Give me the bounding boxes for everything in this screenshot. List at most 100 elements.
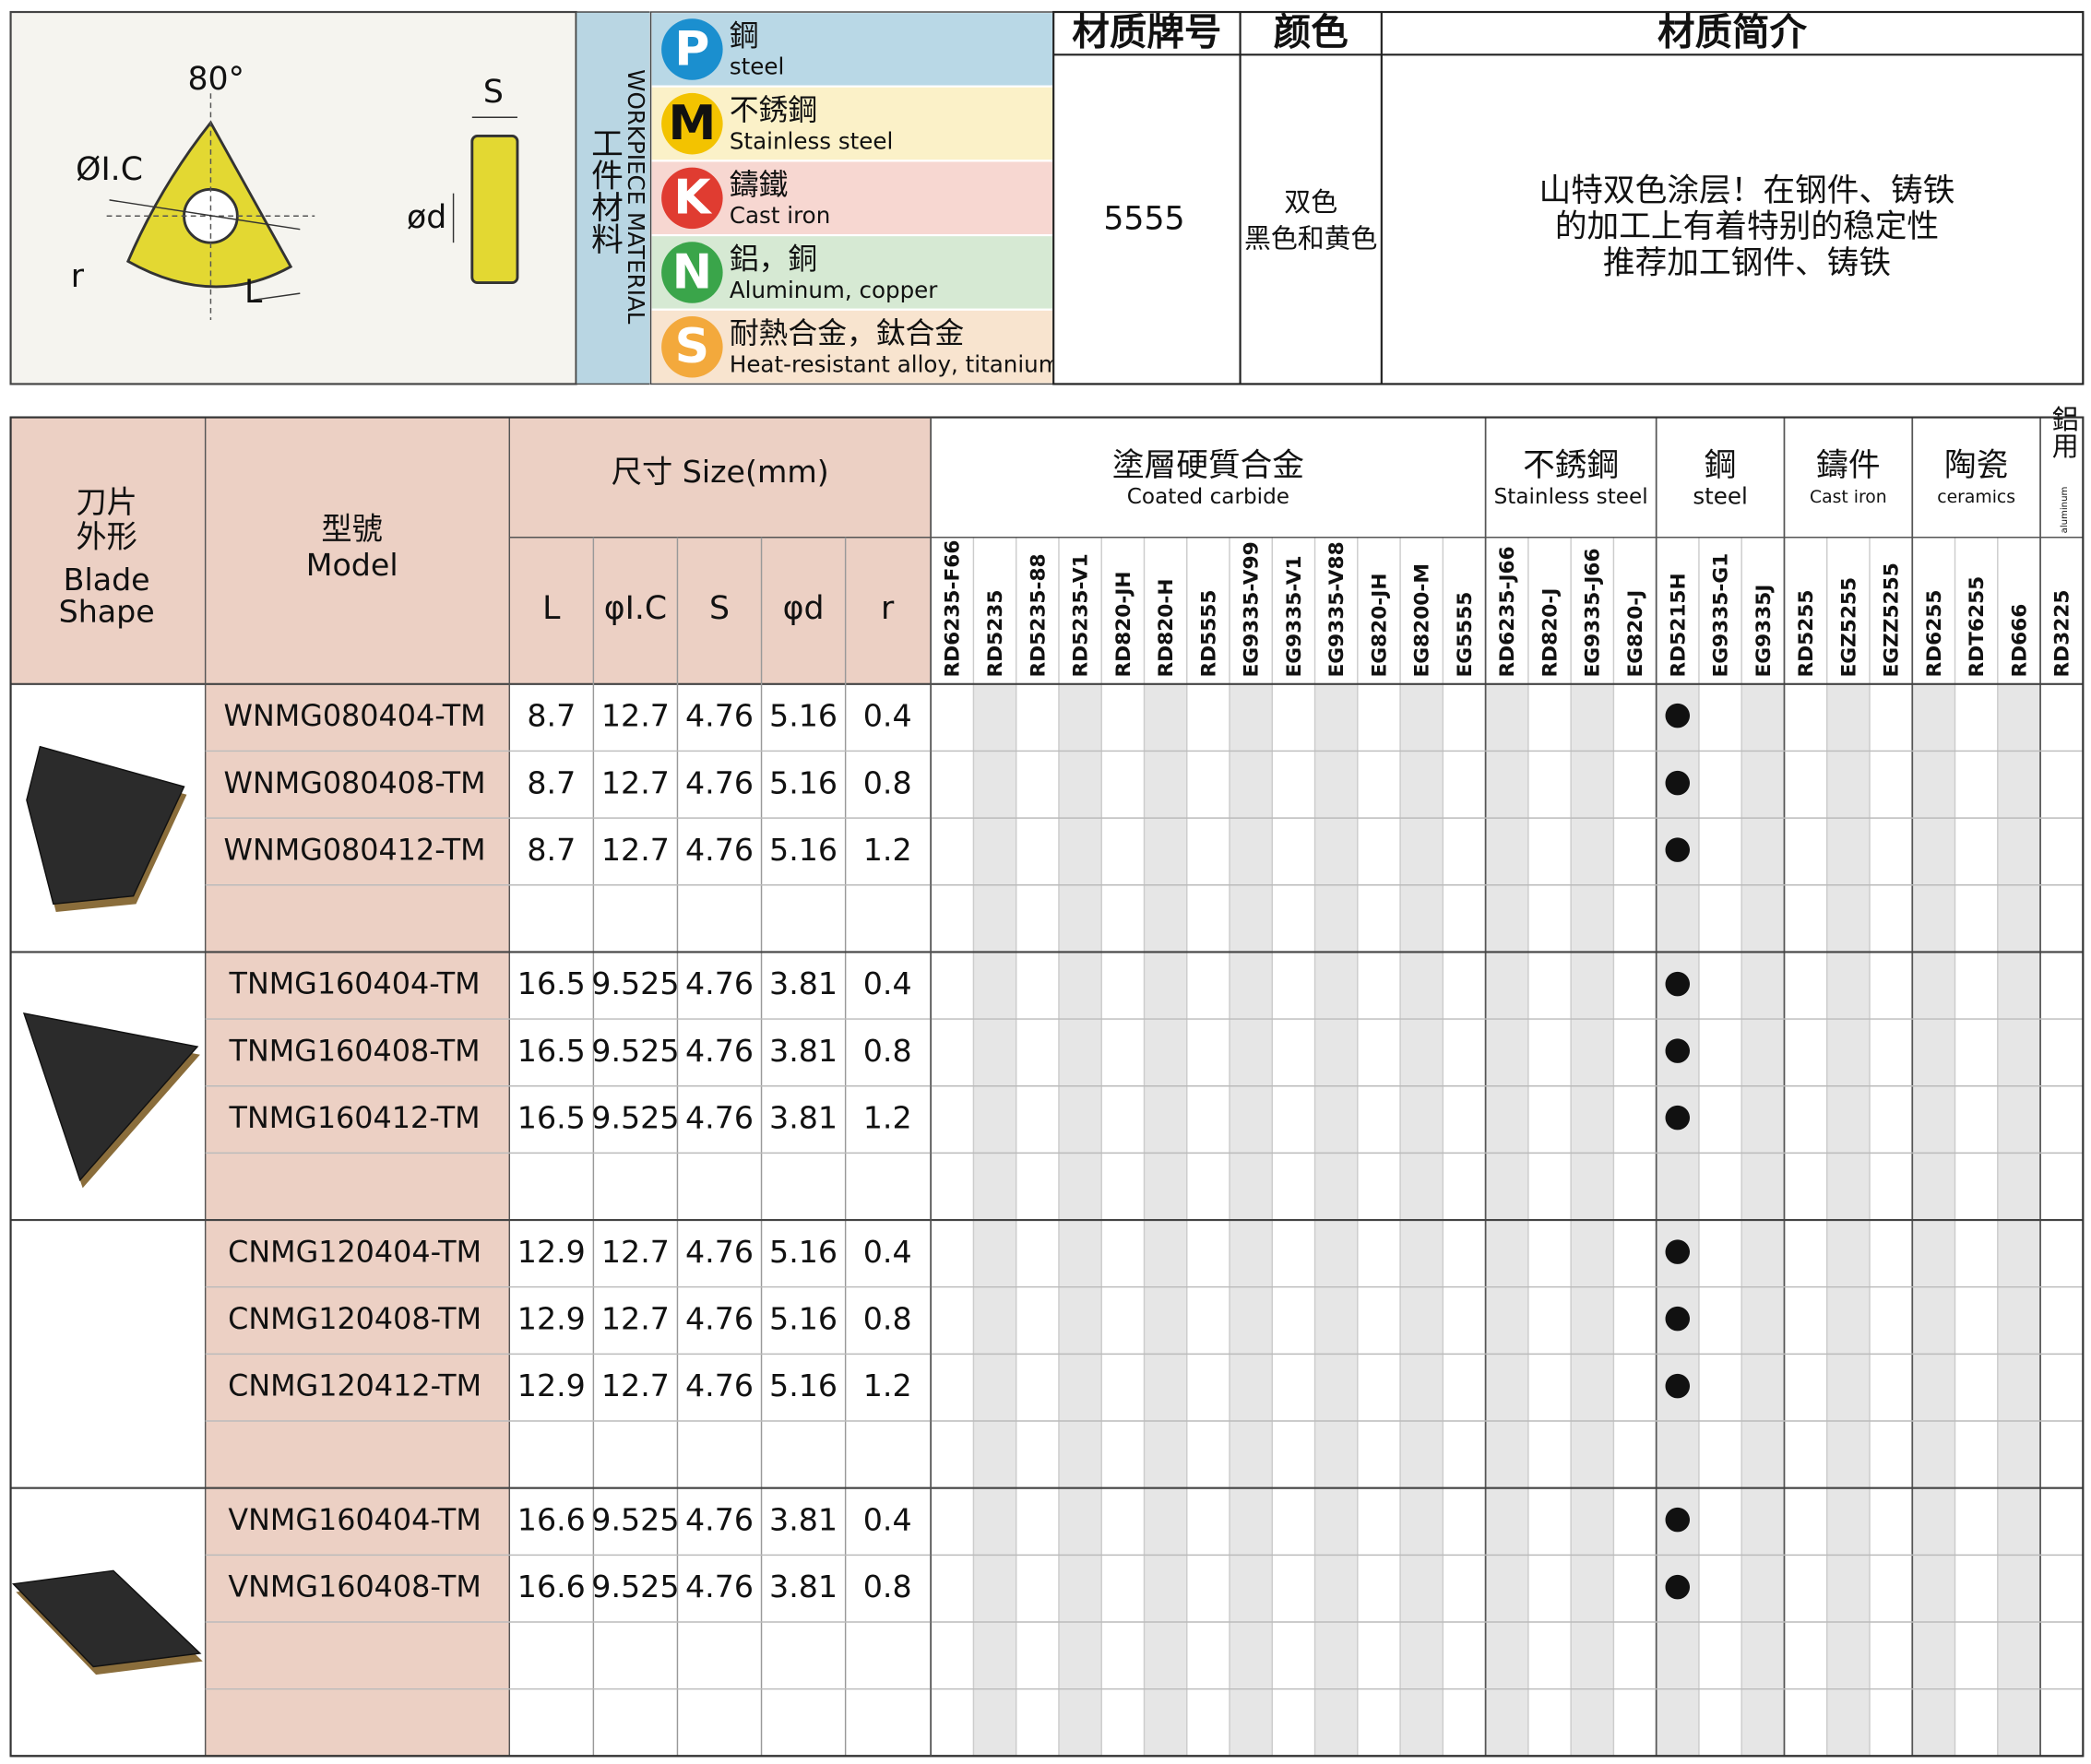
size-cell: 16.5 (517, 1100, 586, 1136)
grade-label: RDT6255 (1966, 576, 1989, 678)
size-cell: 12.7 (601, 1301, 670, 1337)
grade-label: EG5555 (1454, 592, 1477, 678)
grade-label: RD5235-V1 (1070, 553, 1093, 677)
size-cell: 4.76 (685, 1301, 754, 1337)
group-en: Cast iron (1810, 488, 1887, 507)
info-header: 颜色 (1274, 10, 1348, 54)
size-cell: 3.81 (769, 1100, 838, 1136)
material-zh: 鋼 (730, 18, 759, 53)
size-cell: 3.81 (769, 1569, 838, 1604)
material-letter: N (672, 244, 713, 300)
group-zh: 不銹鋼 (1523, 447, 1619, 484)
workpiece-cell (575, 11, 652, 385)
size-cell: 12.9 (517, 1367, 586, 1403)
size-cell: 4.76 (685, 1569, 754, 1604)
grade-label: RD5215H (1667, 573, 1690, 677)
grade-mark: ● (1664, 1499, 1692, 1536)
insert-photo (11, 1569, 202, 1668)
grade-mark: ● (1664, 763, 1692, 799)
grade-mark: ● (1664, 1298, 1692, 1335)
size-cell: 12.7 (601, 832, 670, 868)
size-cell: 9.525 (591, 1100, 679, 1136)
info-description: 的加工上有着特别的稳定性 (1555, 208, 1939, 245)
grade-label: EG820-J (1624, 590, 1647, 678)
size-cell: 12.9 (517, 1234, 586, 1270)
model-cell: VNMG160408-TM (228, 1570, 481, 1604)
group-en: Coated carbide (1127, 485, 1289, 509)
size-cell: 12.9 (517, 1301, 586, 1337)
size-cell: 9.525 (591, 1502, 679, 1538)
grade-mark: ● (1664, 1231, 1692, 1268)
size-cell: 4.76 (685, 1367, 754, 1403)
grade-label: RD3225 (2051, 590, 2074, 678)
info-color: 双色 (1284, 186, 1337, 218)
size-cell: 5.16 (769, 1367, 838, 1403)
grade-label: RD5555 (1197, 590, 1220, 678)
workpiece-zh: 工件材料 (585, 126, 623, 255)
size-cell: 0.8 (863, 764, 912, 800)
model-cell: WNMG080408-TM (224, 766, 486, 800)
size-cell: 5.16 (769, 1234, 838, 1270)
size-cell: 1.2 (863, 1367, 912, 1403)
shape-header: Shape (59, 594, 155, 630)
grade-label: RD6235-F66 (942, 540, 965, 678)
shape-header: Blade (64, 562, 150, 598)
size-cell: 16.5 (517, 965, 586, 1001)
grade-mark: ● (1664, 830, 1692, 867)
material-en: Stainless steel (730, 127, 893, 154)
group-en: Stainless steel (1494, 485, 1648, 509)
group-zh: 鑄件 (1816, 447, 1880, 484)
grade-mark: ● (1664, 695, 1692, 732)
size-cell: 8.7 (527, 698, 576, 734)
size-cell: 0.4 (863, 1234, 912, 1270)
info-header: 材质牌号 (1072, 10, 1221, 54)
grade-label: EG9335-V1 (1283, 555, 1306, 677)
size-cell: 4.76 (685, 1033, 754, 1069)
model-cell: VNMG160404-TM (228, 1503, 481, 1537)
grade-mark: ● (1664, 1366, 1692, 1403)
size-cell: 12.7 (601, 1234, 670, 1270)
grade-mark: ● (1664, 964, 1692, 1000)
grade-label: EGZ5255 (1837, 577, 1860, 678)
size-cell: 12.7 (601, 764, 670, 800)
grade-label: RD820-J (1539, 588, 1562, 678)
size-cell: 12.7 (601, 698, 670, 734)
size-cell: 3.81 (769, 1502, 838, 1538)
grade-label: RD6235-J66 (1496, 546, 1519, 677)
size-cell: 5.16 (769, 832, 838, 868)
size-column: L (542, 590, 561, 627)
size-cell: 3.81 (769, 1033, 838, 1069)
group-zh: 鋼 (1705, 447, 1737, 484)
size-cell: 4.76 (685, 1502, 754, 1538)
r-label: r (71, 258, 85, 295)
grade-label: RD820-H (1155, 578, 1178, 677)
grade-label: RD6255 (1923, 590, 1946, 678)
info-description: 山特双色涂层！在钢件、铸铁 (1539, 172, 1955, 209)
size-cell: 0.8 (863, 1301, 912, 1337)
size-cell: 4.76 (685, 764, 754, 800)
l-label: L (244, 274, 263, 311)
material-zh: 耐熱合金，鈦合金 (730, 316, 964, 350)
grade-label: RD5235-88 (1027, 553, 1050, 677)
grade-label: EG9335J (1752, 585, 1776, 678)
info-description: 推荐加工钢件、铸铁 (1603, 244, 1891, 281)
model-header: Model (306, 547, 398, 583)
s-label: S (483, 74, 504, 111)
shape-header: 刀片 (76, 484, 137, 520)
grade-label: RD666 (2008, 604, 2031, 678)
shape-header: 外形 (76, 519, 137, 555)
size-cell: 4.76 (685, 698, 754, 734)
size-cell: 0.8 (863, 1569, 912, 1604)
material-letter: P (674, 21, 709, 77)
material-letter: S (675, 319, 709, 374)
size-cell: 0.4 (863, 965, 912, 1001)
size-cell: 3.81 (769, 965, 838, 1001)
size-column: S (709, 590, 730, 627)
grade-label: EG9335-J66 (1582, 548, 1605, 677)
model-cell: TNMG160408-TM (229, 1034, 481, 1068)
grade-label: EG820-JH (1368, 574, 1391, 678)
group-zh: 鋁用 (2048, 406, 2079, 459)
size-cell: 5.16 (769, 764, 838, 800)
size-cell: 8.7 (527, 764, 576, 800)
